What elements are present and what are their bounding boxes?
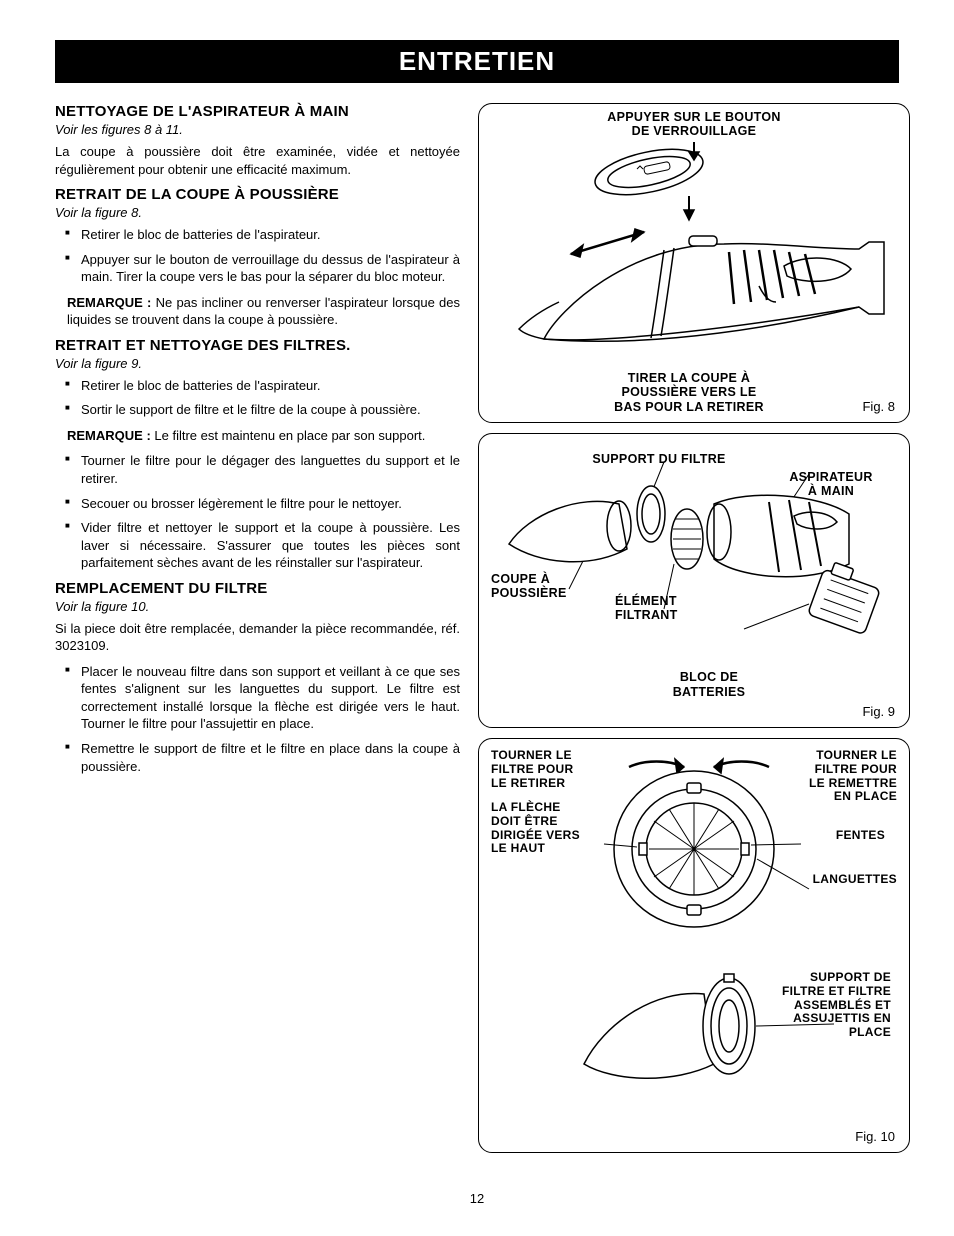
callout-slots: FENTES (805, 829, 885, 843)
list-item: Retirer le bloc de batteries de l'aspira… (69, 226, 460, 244)
callout-pull-dustcup: TIRER LA COUPE ÀPOUSSIÈRE VERS LEBAS POU… (589, 371, 789, 414)
section-banner: ENTRETIEN (55, 40, 899, 83)
text-column: NETTOYAGE DE L'ASPIRATEUR À MAIN Voir le… (55, 103, 460, 1163)
callout-tabs: LANGUETTES (802, 873, 897, 887)
fig-ref: Voir la figure 10. (55, 599, 460, 614)
list-item: Secouer ou brosser légèrement le filtre … (69, 495, 460, 513)
heading-filter-clean: RETRAIT ET NETTOYAGE DES FILTRES. (55, 337, 460, 354)
callout-filter-element: ÉLÉMENTFILTRANT (615, 594, 705, 623)
figure-column: APPUYER SUR LE BOUTONDE VERROUILLAGE (478, 103, 910, 1163)
fig-ref: Voir les figures 8 à 11. (55, 122, 460, 137)
note: REMARQUE : Le filtre est maintenu en pla… (55, 427, 460, 445)
fig10-caption: Fig. 10 (855, 1129, 895, 1144)
list-item: Vider filtre et nettoyer le support et l… (69, 519, 460, 572)
list-item: Remettre le support de filtre et le filt… (69, 740, 460, 775)
heading-cleaning: NETTOYAGE DE L'ASPIRATEUR À MAIN (55, 103, 460, 120)
note-text: Le filtre est maintenu en place par son … (154, 428, 425, 443)
fig9-caption: Fig. 9 (862, 704, 895, 719)
list-item: Appuyer sur le bouton de verrouillage du… (69, 251, 460, 286)
note-label: REMARQUE : (67, 428, 151, 443)
note: REMARQUE : Ne pas incliner ou renverser … (55, 294, 460, 329)
fig8-illustration (489, 114, 899, 354)
callout-hand-vac: ASPIRATEURÀ MAIN (781, 470, 881, 499)
paragraph: La coupe à poussière doit être examinée,… (55, 143, 460, 178)
list-item: Placer le nouveau filtre dans son suppor… (69, 663, 460, 733)
heading-filter-replace: REMPLACEMENT DU FILTRE (55, 580, 460, 597)
note-label: REMARQUE : (67, 295, 151, 310)
callout-turn-replace: TOURNER LEFILTRE POURLE REMETTREEN PLACE (797, 749, 897, 804)
callout-arrow-up: LA FLÈCHEDOIT ÊTREDIRIGÉE VERSLE HAUT (491, 801, 596, 856)
bullet-list: Tourner le filtre pour le dégager des la… (55, 452, 460, 571)
figure-8-box: APPUYER SUR LE BOUTONDE VERROUILLAGE (478, 103, 910, 423)
two-column-layout: NETTOYAGE DE L'ASPIRATEUR À MAIN Voir le… (55, 103, 899, 1163)
bullet-list: Retirer le bloc de batteries de l'aspira… (55, 377, 460, 419)
heading-dustcup-removal: RETRAIT DE LA COUPE À POUSSIÈRE (55, 186, 460, 203)
callout-lock-button: APPUYER SUR LE BOUTONDE VERROUILLAGE (479, 110, 909, 139)
bullet-list: Placer le nouveau filtre dans son suppor… (55, 663, 460, 775)
fig-ref: Voir la figure 9. (55, 356, 460, 371)
callout-battery-pack: BLOC DEBATTERIES (649, 670, 769, 699)
figure-10-box: TOURNER LEFILTRE POURLE RETIRER LA FLÈCH… (478, 738, 910, 1153)
bullet-list: Retirer le bloc de batteries de l'aspira… (55, 226, 460, 286)
callout-dust-cup: COUPE ÀPOUSSIÈRE (491, 572, 581, 601)
figure-9-box: SUPPORT DU FILTRE ASPIRATEURÀ MAIN (478, 433, 910, 728)
list-item: Retirer le bloc de batteries de l'aspira… (69, 377, 460, 395)
list-item: Sortir le support de filtre et le filtre… (69, 401, 460, 419)
paragraph: Si la piece doit être remplacée, demande… (55, 620, 460, 655)
list-item: Tourner le filtre pour le dégager des la… (69, 452, 460, 487)
fig-ref: Voir la figure 8. (55, 205, 460, 220)
callout-turn-remove: TOURNER LEFILTRE POURLE RETIRER (491, 749, 586, 790)
callout-filter-support: SUPPORT DU FILTRE (579, 452, 739, 466)
callout-assembled: SUPPORT DEFILTRE ET FILTREASSEMBLÉS ETAS… (771, 971, 891, 1040)
page-number: 12 (55, 1191, 899, 1206)
fig8-caption: Fig. 8 (862, 399, 895, 414)
